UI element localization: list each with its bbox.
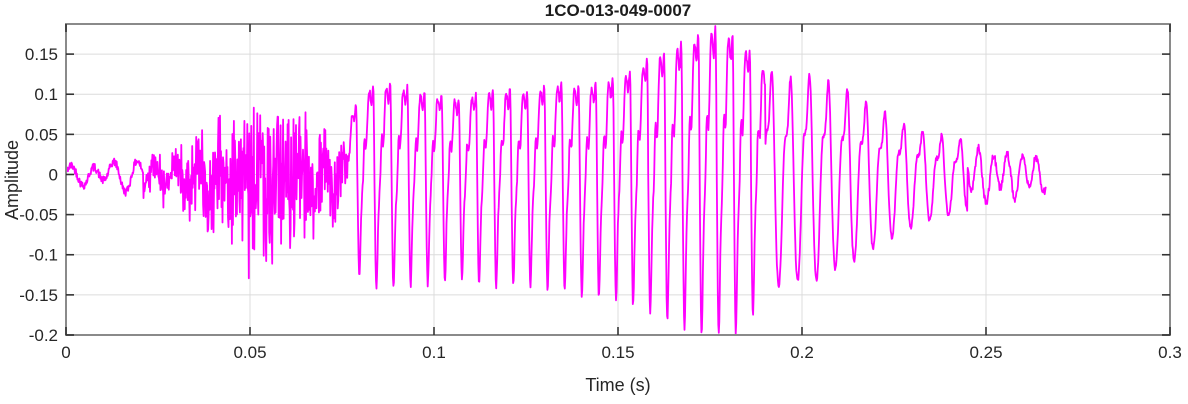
x-tick-label: 0.15 (601, 343, 634, 362)
y-axis-label: Amplitude (2, 140, 22, 220)
chart-title: 1CO-013-049-0007 (545, 1, 691, 20)
x-tick-label: 0.05 (233, 343, 266, 362)
x-tick-label: 0.2 (790, 343, 814, 362)
y-tick-label: 0.1 (34, 85, 58, 104)
x-axis-label: Time (s) (585, 375, 650, 395)
waveform-path (65, 25, 1047, 335)
y-tick-label: -0.2 (29, 326, 58, 345)
y-tick-label: -0.1 (29, 246, 58, 265)
y-tick-label: 0.15 (25, 45, 58, 64)
y-tick-label: -0.05 (19, 206, 58, 225)
y-tick-label: 0.05 (25, 125, 58, 144)
y-tick-labels: -0.2 -0.15 -0.1 -0.05 0 0.05 0.1 0.15 (19, 45, 58, 345)
x-tick-label: 0.3 (1158, 343, 1182, 362)
x-tick-label: 0.25 (969, 343, 1002, 362)
tick-marks (65, 24, 1171, 336)
x-tick-label: 0 (61, 343, 70, 362)
x-tick-label: 0.1 (422, 343, 446, 362)
x-tick-labels: 0 0.05 0.1 0.15 0.2 0.25 0.3 (61, 343, 1182, 362)
y-tick-label: -0.15 (19, 286, 58, 305)
y-tick-label: 0 (49, 165, 58, 184)
